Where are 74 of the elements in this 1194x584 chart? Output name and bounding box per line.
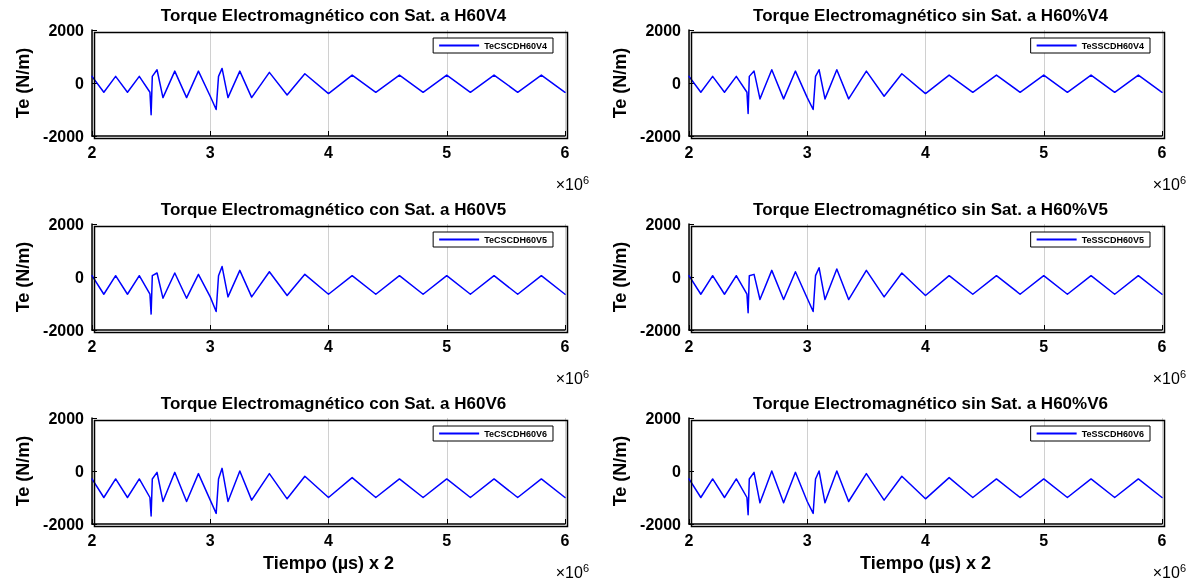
x-tick-label: 4 bbox=[324, 143, 334, 161]
x-tick-label: 2 bbox=[684, 531, 694, 549]
x-tick-label: 2 bbox=[684, 337, 694, 355]
x-tick-label: 4 bbox=[324, 337, 334, 355]
legend-label: TeSSCDH60V4 bbox=[1081, 40, 1144, 51]
y-axis-title: Te (N/m) bbox=[13, 435, 34, 507]
x-tick-label: 2 bbox=[87, 143, 97, 161]
x-tick-label: 4 bbox=[324, 531, 334, 549]
x-tick-label: 3 bbox=[205, 337, 215, 355]
x-tick-label: 3 bbox=[802, 337, 812, 355]
y-tick-label: 2000 bbox=[48, 409, 85, 427]
y-tick-label: 2000 bbox=[645, 215, 682, 233]
y-tick-label: 2000 bbox=[48, 21, 85, 39]
y-axis-title: Te (N/m) bbox=[13, 241, 34, 313]
x-tick-label: 3 bbox=[205, 143, 215, 161]
y-tick-label: 0 bbox=[75, 74, 85, 92]
x-tick-label: 4 bbox=[921, 143, 931, 161]
x-tick-label: 5 bbox=[442, 531, 452, 549]
x-tick-label: 6 bbox=[1157, 531, 1167, 549]
legend-label: TeSSCDH60V6 bbox=[1081, 428, 1144, 439]
x-tick-label: 6 bbox=[1157, 337, 1167, 355]
chart-title: Torque Electromagnético con Sat. a H60V4 bbox=[160, 6, 507, 25]
y-tick-label: -2000 bbox=[640, 321, 682, 339]
y-tick-label: -2000 bbox=[43, 127, 85, 145]
x-tick-label: 5 bbox=[1039, 531, 1049, 549]
line-series bbox=[688, 69, 1163, 115]
x-tick-label: 3 bbox=[802, 143, 812, 161]
y-tick-label: 2000 bbox=[645, 409, 682, 427]
y-tick-label: 2000 bbox=[48, 215, 85, 233]
chart-title: Torque Electromagnético con Sat. a H60V5 bbox=[160, 200, 507, 219]
y-tick-label: -2000 bbox=[640, 515, 682, 533]
legend-label: TeCSCDH60V6 bbox=[484, 428, 547, 439]
chart-title: Torque Electromagnético sin Sat. a H60%V4 bbox=[753, 6, 1109, 25]
legend-label: TeCSCDH60V4 bbox=[484, 40, 547, 51]
x-tick-label: 6 bbox=[560, 143, 570, 161]
y-tick-label: 0 bbox=[672, 462, 682, 480]
y-tick-label: -2000 bbox=[43, 321, 85, 339]
x-tick-label: 5 bbox=[442, 337, 452, 355]
y-tick-label: 0 bbox=[75, 462, 85, 480]
x-tick-label: 6 bbox=[560, 337, 570, 355]
x-tick-label: 2 bbox=[87, 337, 97, 355]
y-tick-label: -2000 bbox=[43, 515, 85, 533]
line-series bbox=[91, 265, 566, 315]
legend-label: TeCSCDH60V5 bbox=[484, 234, 547, 245]
legend-label: TeSSCDH60V5 bbox=[1081, 234, 1144, 245]
line-series bbox=[91, 67, 566, 116]
y-tick-label: 0 bbox=[75, 268, 85, 286]
x-tick-label: 3 bbox=[205, 531, 215, 549]
x-axis-title: Tiempo (µs) x 2 bbox=[262, 553, 395, 573]
x-tick-label: 3 bbox=[802, 531, 812, 549]
chart-title: Torque Electromagnético sin Sat. a H60%V5 bbox=[753, 200, 1108, 219]
y-axis-title: Te (N/m) bbox=[610, 241, 631, 313]
y-tick-label: 0 bbox=[672, 74, 682, 92]
chart-title: Torque Electromagnético con Sat. a H60V6 bbox=[160, 394, 507, 413]
chart-title: Torque Electromagnético sin Sat. a H60%V6 bbox=[753, 394, 1108, 413]
y-tick-label: 2000 bbox=[645, 21, 682, 39]
x-axis-title: Tiempo (µs) x 2 bbox=[859, 553, 992, 573]
x-tick-label: 2 bbox=[87, 531, 97, 549]
x-tick-label: 5 bbox=[1039, 143, 1049, 161]
x-tick-label: 4 bbox=[921, 337, 931, 355]
x-tick-label: 2 bbox=[684, 143, 694, 161]
x-tick-label: 6 bbox=[560, 531, 570, 549]
y-axis-title: Te (N/m) bbox=[13, 47, 34, 119]
line-series bbox=[91, 467, 566, 517]
y-tick-label: 0 bbox=[672, 268, 682, 286]
x-tick-label: 4 bbox=[921, 531, 931, 549]
x-tick-label: 5 bbox=[442, 143, 452, 161]
line-series bbox=[688, 470, 1163, 516]
y-axis-title: Te (N/m) bbox=[610, 435, 631, 507]
x-tick-label: 5 bbox=[1039, 337, 1049, 355]
y-tick-label: -2000 bbox=[640, 127, 682, 145]
x-tick-label: 6 bbox=[1157, 143, 1167, 161]
line-series bbox=[688, 266, 1163, 314]
y-axis-title: Te (N/m) bbox=[610, 47, 631, 119]
